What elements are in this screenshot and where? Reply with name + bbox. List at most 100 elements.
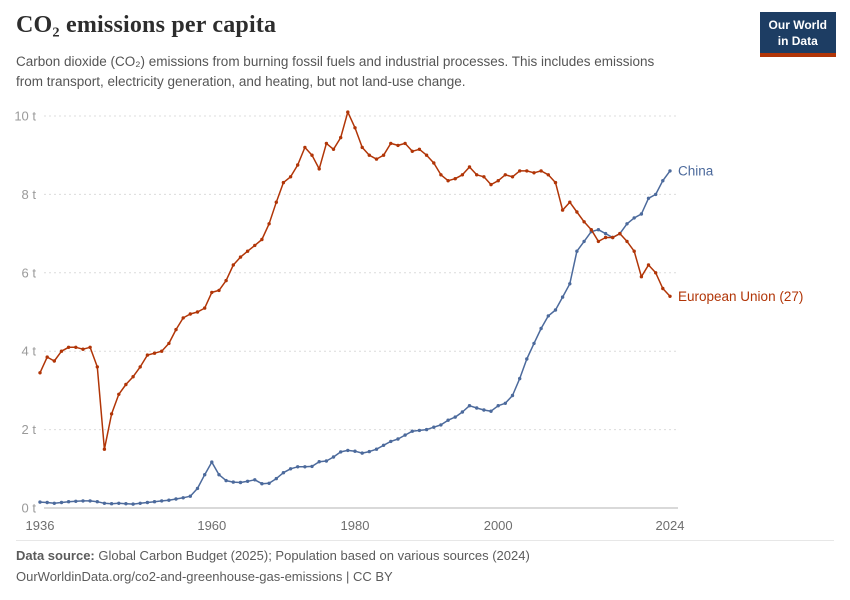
series-point: [503, 401, 507, 405]
y-tick-label: 8 t: [22, 187, 37, 202]
series-point: [331, 455, 336, 459]
series-point: [489, 182, 493, 187]
series-point: [203, 306, 207, 310]
series-point: [582, 239, 586, 244]
series-point: [539, 326, 543, 331]
series-point: [518, 169, 522, 173]
data-source-line: Data source: Global Carbon Budget (2025)…: [16, 548, 530, 563]
y-tick-label: 6 t: [22, 265, 37, 280]
series-point: [618, 231, 622, 236]
series-point: [374, 157, 379, 161]
series-label-european-union-27[interactable]: European Union (27): [678, 289, 803, 304]
series-point: [231, 263, 235, 267]
series-point: [453, 177, 457, 181]
series-point: [403, 141, 407, 146]
x-tick-label: 2000: [484, 518, 513, 533]
x-tick-label: 1960: [197, 518, 226, 533]
series-point: [646, 196, 651, 200]
series-point: [288, 467, 293, 471]
series-point: [160, 349, 164, 353]
series-point: [475, 406, 479, 410]
chart-subtitle-line1: Carbon dioxide (CO₂) emissions from burn…: [16, 54, 655, 69]
series-point: [603, 235, 608, 240]
y-tick-label: 0 t: [22, 501, 37, 516]
owid-logo[interactable]: Our World in Data: [759, 12, 836, 58]
series-point: [303, 145, 307, 150]
owid-logo-line1: Our World: [768, 18, 827, 32]
series-point: [489, 409, 493, 413]
series-point: [661, 179, 665, 183]
y-tick-label: 10 t: [14, 109, 36, 124]
series-point: [460, 410, 465, 414]
series-point: [296, 465, 300, 469]
series-point: [467, 165, 472, 169]
series-line-european-union-27[interactable]: [39, 111, 671, 450]
series-point: [639, 212, 644, 216]
series-point: [360, 451, 364, 455]
series-point: [210, 460, 214, 464]
series-point: [260, 237, 264, 242]
series-point: [267, 481, 271, 485]
series-point: [117, 501, 121, 505]
series-point: [575, 249, 579, 253]
series-point: [245, 249, 250, 253]
series-point: [310, 464, 314, 469]
series-point: [410, 429, 414, 433]
series-point: [152, 500, 157, 504]
series-point: [124, 502, 128, 506]
series-point: [639, 275, 644, 279]
series-point: [475, 173, 479, 177]
series-point: [81, 499, 85, 503]
series-point: [131, 502, 135, 506]
series-point: [367, 153, 371, 157]
series-point: [560, 208, 565, 212]
series-point: [396, 437, 400, 441]
series-label-china[interactable]: China: [678, 163, 714, 178]
citation-line: OurWorldinData.org/co2-and-greenhouse-ga…: [16, 569, 393, 584]
series-point: [482, 175, 486, 179]
chart-canvas[interactable]: 0 t 2 t 4 t 6 t 8 t 10 t 1936 1960 1980 2000 2024 C…: [0, 100, 850, 540]
series-point: [131, 375, 135, 379]
series-point: [346, 110, 350, 114]
series-point: [439, 423, 443, 427]
series-point: [174, 327, 178, 332]
series-point: [367, 449, 371, 454]
x-tick-label: 2024: [656, 518, 685, 533]
series-point: [310, 153, 314, 157]
series-point: [339, 450, 343, 454]
series-point: [317, 167, 321, 171]
series-point: [360, 145, 364, 150]
series-point: [446, 179, 450, 183]
series-point: [281, 471, 286, 475]
series-point: [260, 482, 264, 486]
series-point: [145, 353, 150, 357]
series-point: [88, 499, 92, 503]
owid-logo-line2: in Data: [777, 34, 818, 49]
series-point: [596, 239, 601, 244]
series-point: [589, 228, 593, 232]
series-point: [81, 347, 85, 351]
series-point: [217, 473, 221, 477]
series-point: [532, 341, 536, 346]
series-point: [654, 271, 658, 275]
series-point: [596, 228, 601, 232]
series-point: [432, 161, 436, 165]
series-point: [460, 173, 465, 177]
series-point: [346, 448, 350, 453]
series-point: [331, 147, 336, 151]
series-point: [238, 480, 243, 485]
series-point: [124, 382, 128, 387]
series-point: [553, 308, 558, 312]
series-point: [253, 478, 257, 482]
data-source-label: Data source:: [16, 548, 95, 563]
series-line-china[interactable]: [39, 170, 671, 505]
series-china: China: [38, 163, 714, 506]
series-point: [95, 500, 100, 504]
series-point: [632, 249, 636, 253]
series-point: [102, 501, 107, 505]
series-point: [339, 135, 343, 140]
series-point: [417, 428, 422, 433]
series-point: [52, 501, 56, 505]
series-point: [296, 163, 300, 167]
